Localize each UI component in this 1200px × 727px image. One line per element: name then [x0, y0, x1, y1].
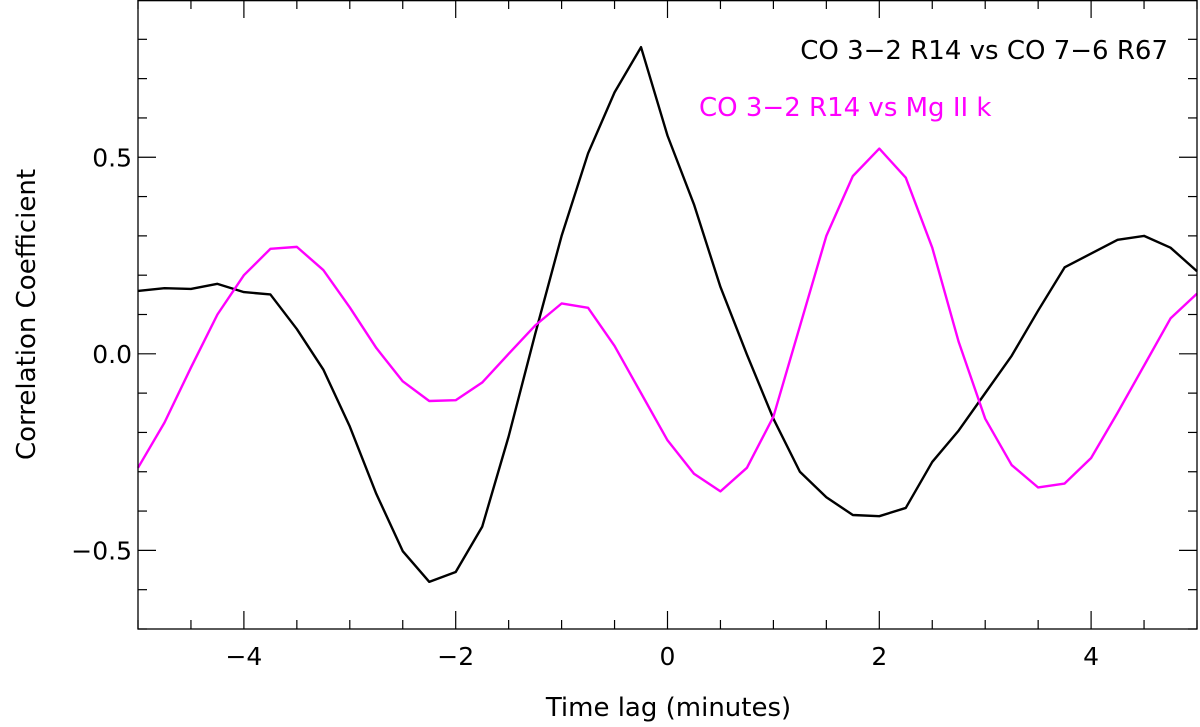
x-axis-title: Time lag (minutes) [545, 693, 791, 723]
x-tick-label: −4 [225, 642, 262, 671]
x-tick-label: 4 [1083, 642, 1099, 671]
series-layer [136, 45, 1198, 584]
series-line-co-7-6 [137, 45, 1198, 584]
plot-frame [137, 0, 1198, 630]
y-tick-label: −0.5 [71, 536, 132, 565]
y-tick-label: 0.5 [92, 143, 132, 172]
x-tick-labels: −4 −2 0 2 4 [225, 642, 1099, 671]
legend: CO 3−2 R14 vs CO 7−6 R67 CO 3−2 R14 vs M… [699, 36, 1168, 123]
ticks-layer [137, 0, 1198, 630]
y-axis-title: Correlation Coefficient [12, 169, 42, 460]
legend-entry-mg-ii-k: CO 3−2 R14 vs Mg II k [699, 93, 992, 123]
x-tick-label: 0 [660, 642, 676, 671]
y-tick-label: 0.0 [92, 340, 132, 369]
y-tick-labels: −0.5 0.0 0.5 [71, 143, 132, 565]
x-tick-label: 2 [871, 642, 887, 671]
series-line-mg-ii-k [136, 147, 1198, 493]
x-tick-label: −2 [437, 642, 474, 671]
legend-entry-co-7-6: CO 3−2 R14 vs CO 7−6 R67 [800, 36, 1168, 66]
